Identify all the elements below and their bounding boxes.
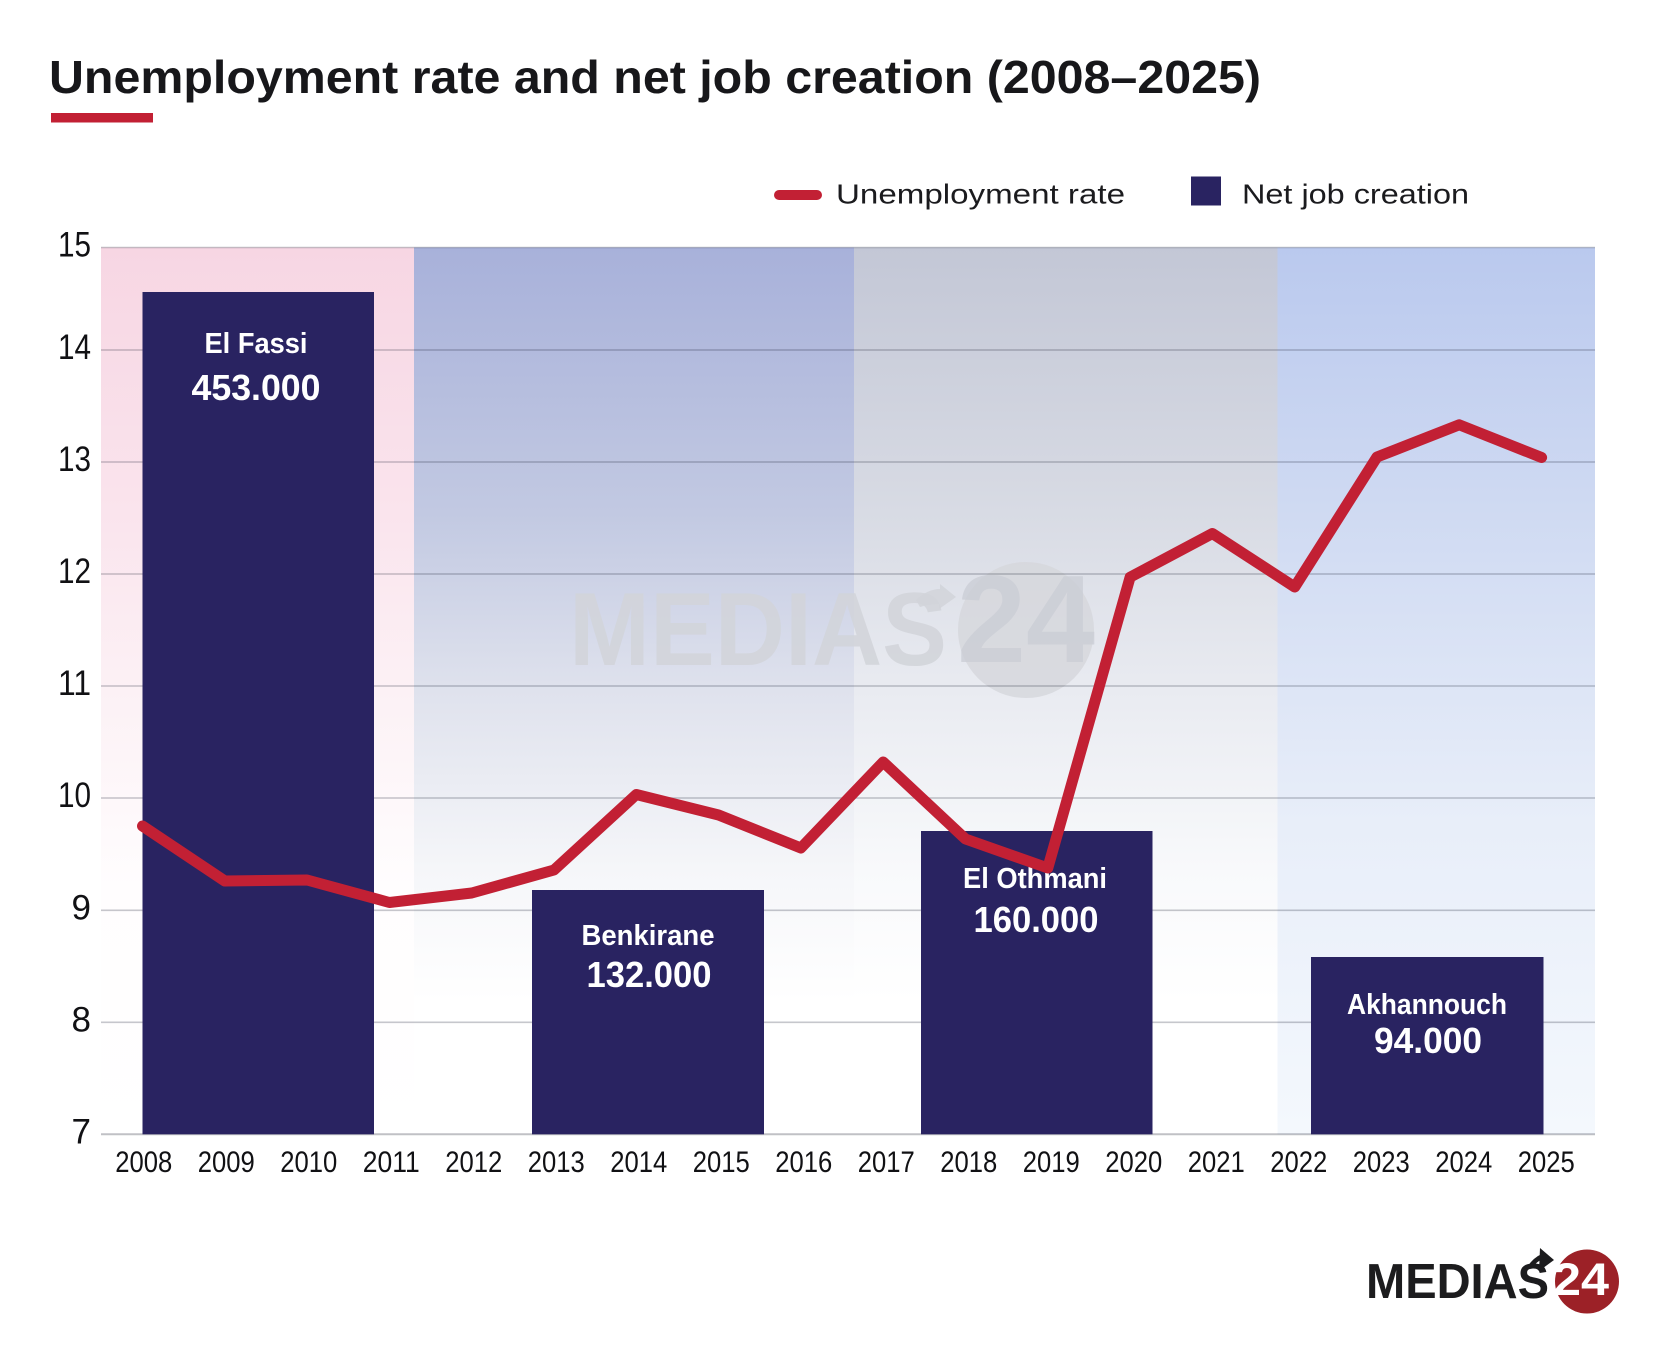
svg-text:11: 11 [58, 664, 91, 703]
svg-text:453.000: 453.000 [192, 367, 321, 408]
svg-text:2025: 2025 [1518, 1146, 1575, 1179]
svg-text:2012: 2012 [445, 1146, 502, 1179]
svg-text:10: 10 [58, 776, 91, 815]
svg-text:24: 24 [957, 551, 1095, 689]
svg-text:9: 9 [72, 888, 91, 927]
svg-text:14: 14 [58, 328, 91, 367]
svg-text:MEDIAS: MEDIAS [1366, 1255, 1549, 1309]
svg-text:2010: 2010 [280, 1146, 337, 1179]
svg-text:2009: 2009 [198, 1146, 255, 1179]
svg-text:2019: 2019 [1023, 1146, 1080, 1179]
svg-text:2014: 2014 [610, 1146, 667, 1179]
svg-text:12: 12 [58, 552, 91, 591]
svg-text:132.000: 132.000 [587, 954, 712, 995]
svg-text:El Fassi: El Fassi [205, 328, 308, 360]
svg-text:2008: 2008 [115, 1146, 172, 1179]
svg-text:8: 8 [72, 1000, 91, 1039]
svg-text:Benkirane: Benkirane [582, 920, 715, 952]
svg-text:2023: 2023 [1353, 1146, 1410, 1179]
svg-text:13: 13 [58, 440, 91, 479]
svg-text:2016: 2016 [775, 1146, 832, 1179]
svg-text:2022: 2022 [1270, 1146, 1327, 1179]
svg-text:2024: 2024 [1435, 1146, 1492, 1179]
svg-text:7: 7 [72, 1112, 91, 1151]
svg-text:Akhannouch: Akhannouch [1347, 989, 1507, 1021]
svg-text:2015: 2015 [693, 1146, 750, 1179]
svg-text:MEDIAS: MEDIAS [569, 572, 947, 688]
svg-text:15: 15 [58, 226, 91, 265]
svg-text:2011: 2011 [363, 1146, 420, 1179]
svg-text:94.000: 94.000 [1374, 1020, 1482, 1061]
svg-text:2013: 2013 [528, 1146, 585, 1179]
svg-text:Unemployment rate: Unemployment rate [836, 179, 1125, 210]
svg-text:160.000: 160.000 [974, 899, 1099, 940]
svg-text:24: 24 [1553, 1254, 1609, 1305]
svg-text:Net job creation: Net job creation [1242, 179, 1469, 210]
svg-text:2017: 2017 [858, 1146, 915, 1179]
svg-text:2018: 2018 [940, 1146, 997, 1179]
svg-text:2021: 2021 [1188, 1146, 1245, 1179]
svg-text:2020: 2020 [1105, 1146, 1162, 1179]
svg-text:Unemployment rate and net job: Unemployment rate and net job creation (… [49, 51, 1261, 103]
